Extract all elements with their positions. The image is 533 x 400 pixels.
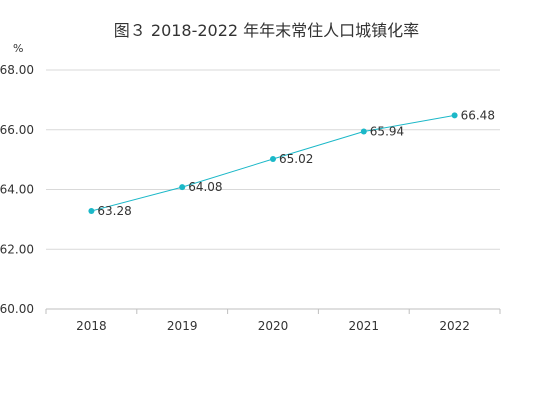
data-point xyxy=(360,128,367,135)
data-label: 64.08 xyxy=(188,180,222,194)
data-point xyxy=(451,112,458,119)
x-tick-label: 2022 xyxy=(439,319,470,333)
y-tick-label: 68.00 xyxy=(0,63,34,77)
data-label: 65.02 xyxy=(279,152,313,166)
x-tick-label: 2021 xyxy=(349,319,380,333)
data-label: 63.28 xyxy=(97,204,131,218)
y-tick-label: 64.00 xyxy=(0,183,34,197)
y-tick-label: 66.00 xyxy=(0,123,34,137)
y-tick-label: 60.00 xyxy=(0,302,34,316)
x-tick-label: 2019 xyxy=(167,319,198,333)
data-point xyxy=(88,208,95,215)
y-tick-label: 62.00 xyxy=(0,242,34,256)
data-point xyxy=(179,184,186,191)
x-tick-label: 2020 xyxy=(258,319,289,333)
data-label: 66.48 xyxy=(461,108,495,122)
x-tick-label: 2018 xyxy=(76,319,107,333)
chart-title: 图３ 2018-2022 年年末常住人口城镇化率 xyxy=(113,21,420,40)
data-point xyxy=(270,156,276,163)
y-axis-unit-label: % xyxy=(13,42,24,55)
data-label: 65.94 xyxy=(370,125,404,139)
